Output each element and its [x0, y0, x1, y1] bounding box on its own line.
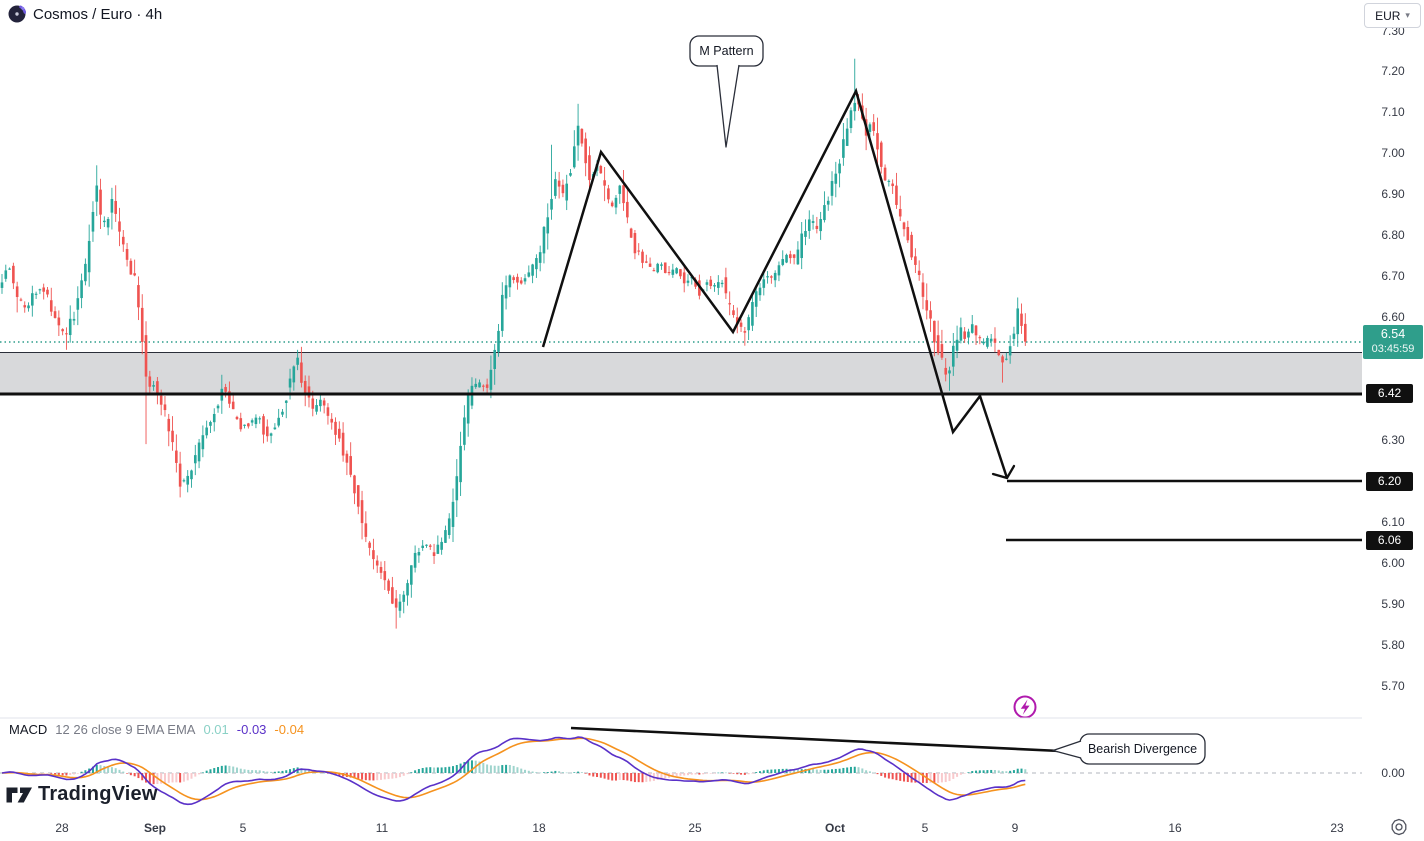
arrow-head [991, 472, 1009, 480]
callout-balloons[interactable] [689, 35, 1206, 765]
price-label: 7.20 [1381, 64, 1405, 78]
price-label: 5.70 [1381, 679, 1405, 693]
symbol-legend[interactable]: Cosmos / Euro · 4h [8, 5, 162, 23]
m-pattern-callout[interactable]: M Pattern [690, 36, 763, 66]
level-price-badge: 6.42 [1366, 383, 1413, 403]
cosmos-logo-icon [8, 5, 26, 23]
lightning-marker[interactable] [1013, 695, 1037, 719]
currency-label: EUR [1375, 8, 1401, 23]
macd-signal-line [1, 737, 1026, 801]
macd-panel [0, 726, 1362, 806]
macd-hist-value: 0.01 [203, 722, 229, 737]
price-label: 7.00 [1381, 146, 1405, 160]
time-label: 9 [1011, 821, 1019, 835]
macd-legend[interactable]: MACD 12 26 close 9 EMA EMA 0.01 -0.03 -0… [9, 722, 304, 737]
time-label: 18 [532, 821, 546, 835]
price-label: 6.10 [1381, 515, 1405, 529]
level-price-badge: 6.20 [1366, 471, 1413, 491]
symbol-title[interactable]: Cosmos / Euro · 4h [33, 5, 163, 23]
macd-line [1, 736, 1026, 806]
price-axis[interactable]: 6.54 03:45:59 7.30 7.20 7.10 7.00 6.90 6.80 6.… [1362, 0, 1424, 813]
time-label: 16 [1168, 821, 1182, 835]
macd-signal-value: -0.04 [274, 722, 305, 737]
arrow-head [1005, 464, 1016, 480]
m-pattern-trendline[interactable] [541, 87, 1016, 480]
timezone-settings-button[interactable] [1388, 816, 1410, 838]
price-label: 6.80 [1381, 228, 1405, 242]
level-price-badge: 6.06 [1366, 530, 1413, 550]
price-label: 5.90 [1381, 597, 1405, 611]
bearish-divergence-callout[interactable]: Bearish Divergence [1080, 734, 1205, 764]
macd-params: 12 26 close 9 EMA EMA [55, 722, 196, 737]
support-zone [0, 352, 1362, 394]
current-price-value: 6.54 [1380, 327, 1406, 341]
price-label: 0.00 [1381, 766, 1405, 780]
time-label: Sep [143, 821, 167, 835]
price-label: 6.70 [1381, 269, 1405, 283]
price-label: 6.90 [1381, 187, 1405, 201]
price-label: 6.30 [1381, 433, 1405, 447]
currency-selector-button[interactable]: EUR ▾ [1364, 3, 1421, 28]
time-label: 28 [55, 821, 69, 835]
time-label: 11 [375, 821, 389, 835]
price-label: 7.10 [1381, 105, 1405, 119]
macd-histogram [1, 760, 1027, 785]
time-label: 25 [688, 821, 702, 835]
lightning-bolt-icon [1020, 699, 1030, 715]
current-price-badge: 6.54 03:45:59 [1363, 325, 1423, 359]
time-label: Oct [824, 821, 846, 835]
macd-title[interactable]: MACD [9, 722, 48, 737]
time-label: 5 [239, 821, 247, 835]
bar-countdown: 03:45:59 [1371, 343, 1415, 355]
macd-line-value: -0.03 [236, 722, 267, 737]
price-label: 5.80 [1381, 638, 1405, 652]
gear-icon [1391, 818, 1407, 836]
tradingview-logo[interactable]: TradingView [6, 783, 158, 806]
time-axis[interactable]: 28 Sep 5 11 18 25 Oct 5 9 16 23 [0, 813, 1424, 841]
chevron-down-icon: ▾ [1405, 10, 1410, 20]
bearish-divergence-callout-text: Bearish Divergence [1087, 742, 1198, 756]
time-label: 5 [921, 821, 929, 835]
key-level-lines [0, 392, 1362, 542]
divergence-trendline[interactable] [570, 726, 1061, 753]
tradingview-logo-text: TradingView [38, 783, 158, 805]
tradingview-glyph-icon [6, 787, 32, 802]
candlestick-series [0, 58, 1027, 629]
price-label: 6.60 [1381, 310, 1405, 324]
price-label: 6.00 [1381, 556, 1405, 570]
m-pattern-callout-text: M Pattern [699, 44, 754, 58]
time-label: 23 [1330, 821, 1344, 835]
